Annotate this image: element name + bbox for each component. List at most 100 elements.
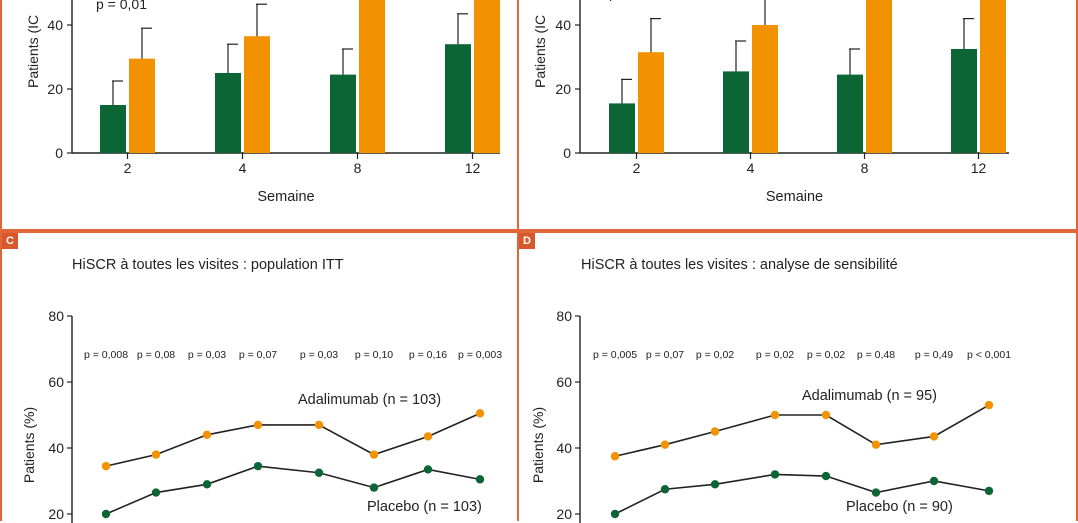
- p-value-label: p = 0,16: [409, 349, 447, 361]
- p-value-label: p = 0,02: [756, 349, 794, 361]
- x-axis-label: Semaine: [257, 189, 314, 205]
- placebo-point: [984, 486, 994, 496]
- p-value-label: p = 0,10: [355, 349, 393, 361]
- y-tick-label: 40: [555, 17, 571, 33]
- adalimumab-point: [151, 450, 161, 459]
- adalimumab-bar: [638, 52, 664, 154]
- adalimumab-point: [423, 432, 433, 441]
- adalimumab-point: [770, 410, 780, 420]
- y-tick-label: 80: [556, 308, 572, 324]
- bar-chart-b: 0 20 40 Patients (IC 2 4 8 12 Semaine p = 0,06: [532, 0, 1009, 205]
- adalimumab-point: [101, 461, 111, 471]
- x-axis-label: Semaine: [766, 189, 823, 205]
- placebo-bar: [330, 74, 356, 153]
- placebo-line: [105, 465, 481, 515]
- placebo-bar: [445, 44, 471, 154]
- panel-label-c: C: [2, 233, 18, 249]
- placebo-point: [314, 468, 324, 477]
- chart-title-d: HiSCR à toutes les visites : analyse de …: [581, 257, 898, 273]
- placebo-bar: [609, 103, 635, 153]
- panel-label-d: D: [519, 233, 535, 249]
- adalimumab-point: [984, 400, 994, 410]
- p-value-label: p = 0,02: [696, 349, 734, 361]
- adalimumab-bar: [244, 36, 270, 154]
- adalimumab-bar: [866, 0, 892, 154]
- y-tick-label: 80: [48, 308, 64, 324]
- adalimumab-point: [821, 410, 831, 420]
- p-value-label: p < 0,001: [967, 349, 1011, 361]
- placebo-point: [929, 476, 939, 486]
- chart-panel-a: 0 20 40 Patients (IC 2 4 8 12 Semaine p = 0,01: [0, 0, 519, 231]
- placebo-bar: [837, 74, 863, 153]
- adalimumab-point: [871, 440, 881, 449]
- placebo-bar: [100, 105, 126, 153]
- x-tick-label: 2: [124, 160, 132, 176]
- placebo-line: [614, 473, 990, 515]
- placebo-point: [202, 480, 212, 489]
- adalimumab-point: [660, 440, 670, 449]
- adalimumab-point: [610, 452, 620, 461]
- chart-panel-b: 0 20 40 Patients (IC 2 4 8 12 Semaine p = 0,06: [517, 0, 1078, 231]
- adalimumab-bar: [752, 25, 778, 153]
- bar-chart-a: 0 20 40 Patients (IC 2 4 8 12 Semaine p = 0,01: [25, 0, 500, 205]
- placebo-point: [475, 475, 485, 484]
- y-tick-label: 40: [48, 440, 64, 456]
- x-tick-label: 4: [239, 160, 247, 176]
- series-label-adalimumab: Adalimumab (n = 95): [802, 388, 937, 404]
- p-value-label: p = 0,03: [188, 349, 226, 361]
- adalimumab-line: [614, 404, 990, 458]
- placebo-point: [423, 465, 433, 474]
- placebo-point: [253, 461, 263, 471]
- y-tick-label: 60: [556, 374, 572, 390]
- line-chart-c: 20 40 60 80 Patients (%) p = 0,008 p = 0,08 p =…: [21, 308, 502, 523]
- adalimumab-point: [929, 432, 939, 441]
- adalimumab-point: [253, 420, 263, 430]
- p-value-label: p = 0,49: [915, 349, 953, 361]
- y-axis-label: Patients (%): [21, 407, 37, 483]
- x-tick-label: 12: [465, 160, 481, 176]
- placebo-point: [369, 483, 379, 492]
- placebo-point: [821, 471, 831, 481]
- p-value-annotation: p = 0,06: [609, 0, 660, 1]
- series-label-placebo: Placebo (n = 90): [846, 499, 953, 515]
- adalimumab-point: [475, 409, 485, 418]
- adalimumab-bar: [129, 58, 155, 153]
- adalimumab-bar: [474, 0, 500, 154]
- placebo-point: [770, 470, 780, 479]
- series-label-adalimumab: Adalimumab (n = 103): [298, 392, 441, 408]
- p-value-label: p = 0,02: [807, 349, 845, 361]
- y-tick-label: 20: [47, 81, 63, 97]
- y-tick-label: 60: [48, 374, 64, 390]
- adalimumab-bar: [980, 0, 1006, 154]
- x-tick-label: 4: [747, 160, 755, 176]
- p-value-label: p = 0,07: [239, 349, 277, 361]
- adalimumab-point: [314, 420, 324, 430]
- x-tick-label: 8: [861, 160, 869, 176]
- p-value-label: p = 0,005: [593, 349, 637, 361]
- adalimumab-bar: [359, 0, 385, 154]
- placebo-point: [871, 488, 881, 497]
- y-tick-label: 20: [555, 81, 571, 97]
- y-tick-label: 20: [556, 506, 572, 522]
- adalimumab-point: [369, 450, 379, 459]
- y-axis-label: Patients (%): [530, 407, 546, 483]
- y-axis-label: Patients (IC: [532, 15, 548, 88]
- placebo-point: [101, 509, 111, 519]
- adalimumab-line: [105, 412, 481, 467]
- chart-title-c: HiSCR à toutes les visites : population …: [72, 257, 344, 273]
- placebo-bar: [723, 71, 749, 153]
- y-tick-label: 0: [55, 145, 63, 161]
- p-value-label: p = 0,07: [646, 349, 684, 361]
- y-axis-label: Patients (IC: [25, 15, 41, 88]
- placebo-point: [660, 485, 670, 494]
- y-tick-label: 40: [47, 17, 63, 33]
- placebo-bar: [951, 49, 977, 153]
- p-value-label: p = 0,08: [137, 349, 175, 361]
- adalimumab-point: [202, 430, 212, 439]
- chart-panel-c: C HiSCR à toutes les visites : populatio…: [0, 231, 519, 523]
- p-value-label: p = 0,003: [458, 349, 502, 361]
- adalimumab-point: [710, 427, 720, 436]
- y-tick-label: 40: [556, 440, 572, 456]
- y-tick-label: 0: [563, 145, 571, 161]
- placebo-point: [151, 488, 161, 497]
